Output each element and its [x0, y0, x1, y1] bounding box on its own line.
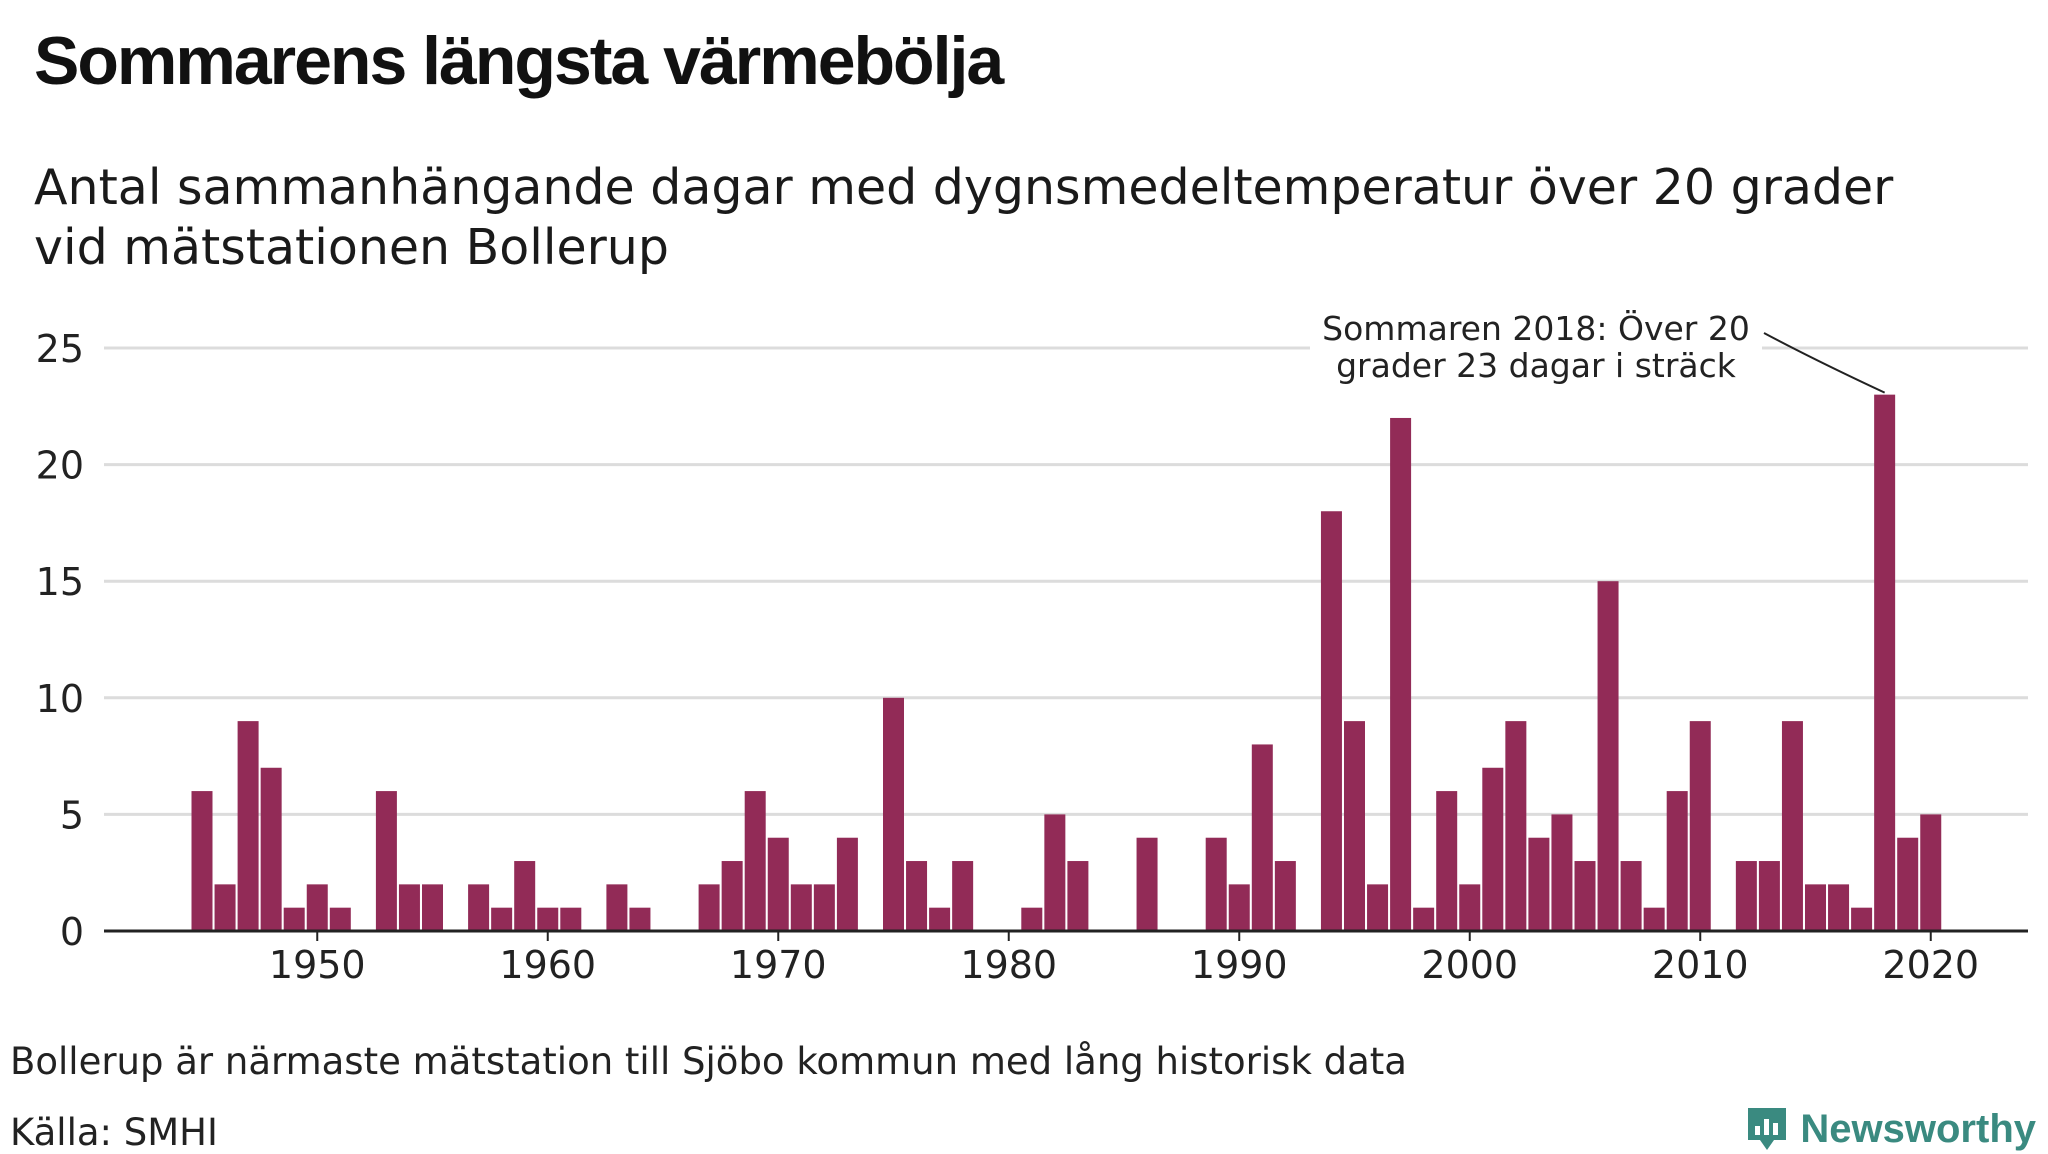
bar	[260, 767, 282, 931]
bar	[1274, 861, 1296, 931]
bar	[1643, 907, 1665, 931]
y-tick-label: 15	[36, 560, 84, 604]
bar	[1228, 884, 1250, 931]
bar	[952, 861, 974, 931]
bar	[1574, 861, 1596, 931]
bar	[767, 837, 789, 931]
bar	[191, 791, 213, 931]
x-tick-label: 2000	[1421, 943, 1518, 987]
y-tick-label: 5	[60, 793, 84, 837]
bar	[1251, 744, 1273, 931]
x-tick-label: 1950	[269, 943, 366, 987]
bar	[283, 907, 305, 931]
bar	[375, 791, 397, 931]
x-tick-label: 1970	[730, 943, 827, 987]
bar	[1828, 884, 1850, 931]
x-tick-label: 1980	[960, 943, 1057, 987]
bar	[491, 907, 513, 931]
bars	[191, 394, 1942, 932]
bar	[537, 907, 559, 931]
bar	[836, 837, 858, 931]
x-tick-label: 1960	[499, 943, 596, 987]
bar	[1136, 837, 1158, 931]
bar	[422, 884, 443, 931]
source-label: Källa: SMHI	[10, 1111, 218, 1154]
bar	[1067, 861, 1089, 931]
bar	[1620, 861, 1642, 931]
bar	[1874, 394, 1896, 931]
y-tick-label: 20	[36, 444, 84, 488]
bar	[790, 884, 812, 931]
brand-logo: Newsworthy	[1744, 1104, 2036, 1154]
bar	[813, 884, 835, 931]
bar	[1390, 417, 1412, 932]
bar	[1482, 767, 1504, 931]
bar	[1851, 907, 1873, 931]
y-tick-label: 0	[60, 910, 84, 954]
bar	[1551, 814, 1573, 931]
bar	[1436, 791, 1458, 931]
bar	[468, 884, 490, 931]
bar	[1044, 814, 1066, 931]
newsworthy-logo-icon	[1748, 1108, 1787, 1150]
bar	[744, 791, 766, 931]
bar	[398, 884, 420, 931]
bar	[1666, 791, 1688, 931]
bar	[306, 884, 328, 931]
gridlines	[104, 346, 2028, 816]
bar	[1205, 837, 1227, 931]
bar	[1528, 837, 1550, 931]
y-axis-ticks: 0 5 10 15 20 25	[36, 327, 84, 954]
y-tick-label: 25	[36, 327, 84, 371]
subtitle-line-1: Antal sammanhängande dagar med dygnsmede…	[34, 159, 1894, 216]
footnote: Bollerup är närmaste mätstation till Sjö…	[10, 1040, 1407, 1083]
bar	[698, 884, 720, 931]
bar	[560, 907, 582, 931]
bar	[1597, 581, 1619, 931]
bar	[929, 907, 951, 931]
brand-name: Newsworthy	[1800, 1106, 2036, 1151]
bar	[906, 861, 928, 931]
bar	[1920, 814, 1942, 931]
bar	[1021, 907, 1043, 931]
x-tick-label: 2010	[1652, 943, 1749, 987]
annotation-background	[1310, 300, 1762, 390]
bar	[1505, 721, 1527, 931]
bar	[606, 884, 628, 931]
bar	[721, 861, 743, 931]
x-tick-label: 2020	[1882, 943, 1979, 987]
x-axis-ticks: 1950 1960 1970 1980 1990 2000 2010 2020	[269, 931, 1979, 987]
bar	[629, 907, 651, 931]
bar	[1758, 861, 1780, 931]
bar	[214, 884, 236, 931]
bar	[1367, 884, 1389, 931]
x-tick-label: 1990	[1191, 943, 1288, 987]
bar	[514, 861, 536, 931]
chart-title: Sommarens längsta värmebölja	[34, 23, 1004, 99]
bar	[1459, 884, 1481, 931]
bar	[1781, 721, 1803, 931]
bar	[1344, 721, 1365, 931]
bar	[1735, 861, 1757, 931]
bar	[1413, 907, 1435, 931]
bar-chart: 0 5 10 15 20 25 1950 1960 1970 1980 1990 2000 2010 2…	[35, 300, 2028, 987]
bar	[329, 907, 351, 931]
bar	[1805, 884, 1826, 931]
bar	[883, 697, 904, 931]
y-tick-label: 10	[36, 677, 84, 721]
bar	[237, 721, 259, 931]
annotation-text-line: Sommaren 2018: Över 20	[1322, 308, 1750, 348]
bar	[1897, 837, 1919, 931]
subtitle-line-2: vid mätstationen Bollerup	[34, 219, 669, 276]
annotation-text-line: grader 23 dagar i sträck	[1336, 346, 1737, 385]
annotation-connector	[1763, 332, 1886, 394]
chart-subtitle: Antal sammanhängande dagar med dygnsmede…	[34, 158, 2014, 278]
bar	[1320, 511, 1342, 931]
bar	[1689, 721, 1711, 931]
